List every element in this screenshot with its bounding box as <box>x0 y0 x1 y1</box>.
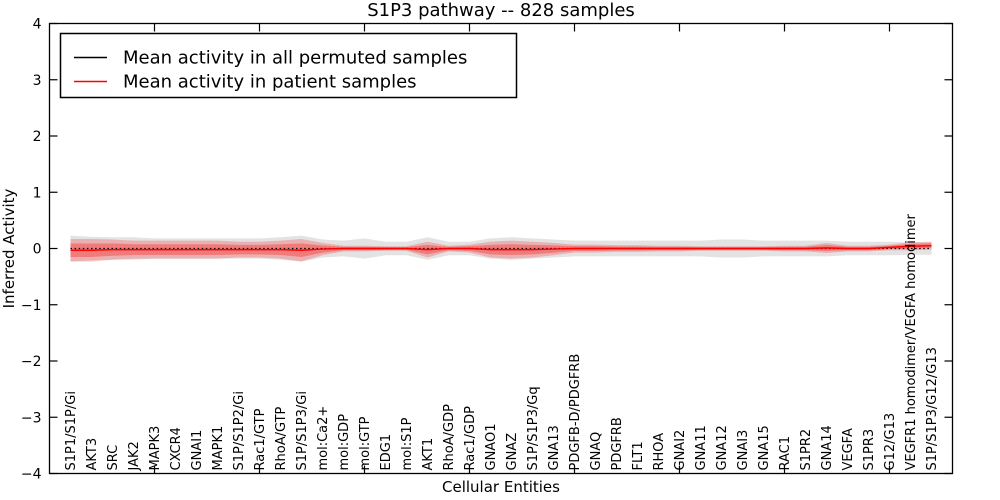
x-category-label: S1PR3 <box>862 429 877 471</box>
x-category-label: PDGFB-D/PDGFRB <box>568 354 583 471</box>
x-category-label: GNAI3 <box>736 430 751 471</box>
x-category-label: SRC <box>106 445 121 471</box>
x-category-label: mol:GDP <box>337 414 352 471</box>
x-category-label: S1P/S1P3/Gi <box>295 391 310 470</box>
x-category-label: RhoA/GTP <box>274 406 289 470</box>
y-tick-label: −2 <box>21 354 42 370</box>
x-category-label: mol:GTP <box>358 416 373 470</box>
y-tick-label: 0 <box>33 242 42 258</box>
x-category-label: GNAI1 <box>190 430 205 471</box>
x-category-label: S1PR2 <box>799 429 814 471</box>
x-axis-label: Cellular Entities <box>442 478 560 496</box>
y-tick-label: 1 <box>33 185 42 201</box>
x-category-label: S1P1/S1P/Gi <box>64 391 79 470</box>
x-category-label: PDGFRB <box>610 417 625 470</box>
x-category-label: CXCR4 <box>169 427 184 470</box>
x-category-label: GNAO1 <box>484 424 499 471</box>
patient-mean-line <box>70 244 932 251</box>
y-axis-label: Inferred Activity <box>0 188 18 308</box>
legend-entry-label: Mean activity in all permuted samples <box>123 48 467 69</box>
x-category-label: mol:S1P <box>400 417 415 470</box>
y-tick-label: −3 <box>21 410 42 426</box>
x-category-label: MAPK3 <box>148 426 163 471</box>
y-tick-label: 4 <box>33 17 42 33</box>
x-category-label: AKT1 <box>421 438 436 471</box>
x-category-label: VEGFA <box>841 428 856 470</box>
x-category-label: S1P/S1P2/Gi <box>232 391 247 470</box>
y-tick-label: 2 <box>33 129 42 145</box>
y-tick-label: −1 <box>21 298 42 314</box>
y-tick-label: −4 <box>21 467 42 483</box>
x-category-label: RhoA/GDP <box>442 404 457 471</box>
y-tick-label: 3 <box>33 73 42 89</box>
x-category-label: S1P/S1P3/Gq <box>526 386 541 470</box>
x-category-label: GNA15 <box>757 425 772 470</box>
x-category-label: EDG1 <box>379 434 394 471</box>
x-category-label: GNA14 <box>820 425 835 470</box>
x-category-label: GNA11 <box>694 425 709 470</box>
x-category-label: RAC1 <box>778 436 793 471</box>
x-category-label: G12/G13 <box>883 413 898 471</box>
x-category-label: mol:Ca2+ <box>316 406 331 471</box>
x-category-label: S1P/S1P3/G12/G13 <box>925 347 940 470</box>
x-category-label: JAK2 <box>127 441 142 471</box>
x-category-label: GNAZ <box>505 433 520 471</box>
x-category-label: GNAQ <box>589 432 604 471</box>
x-category-label: GNAI2 <box>673 430 688 471</box>
legend-box <box>59 32 518 99</box>
x-category-label: RHOA <box>652 433 667 471</box>
legend-entry-label: Mean activity in patient samples <box>123 72 417 93</box>
x-category-label: GNA12 <box>715 425 730 470</box>
x-category-label: AKT3 <box>85 438 100 471</box>
x-category-label: MAPK1 <box>211 426 226 471</box>
x-category-label: Rac1/GDP <box>463 406 478 471</box>
x-category-label: VEGFR1 homodimer/VEGFA homodimer <box>904 214 919 471</box>
x-category-label: FLT1 <box>631 441 646 470</box>
chart-title: S1P3 pathway -- 828 samples <box>367 0 635 21</box>
x-category-label: Rac1/GTP <box>253 408 268 470</box>
x-category-label: GNA13 <box>547 425 562 470</box>
